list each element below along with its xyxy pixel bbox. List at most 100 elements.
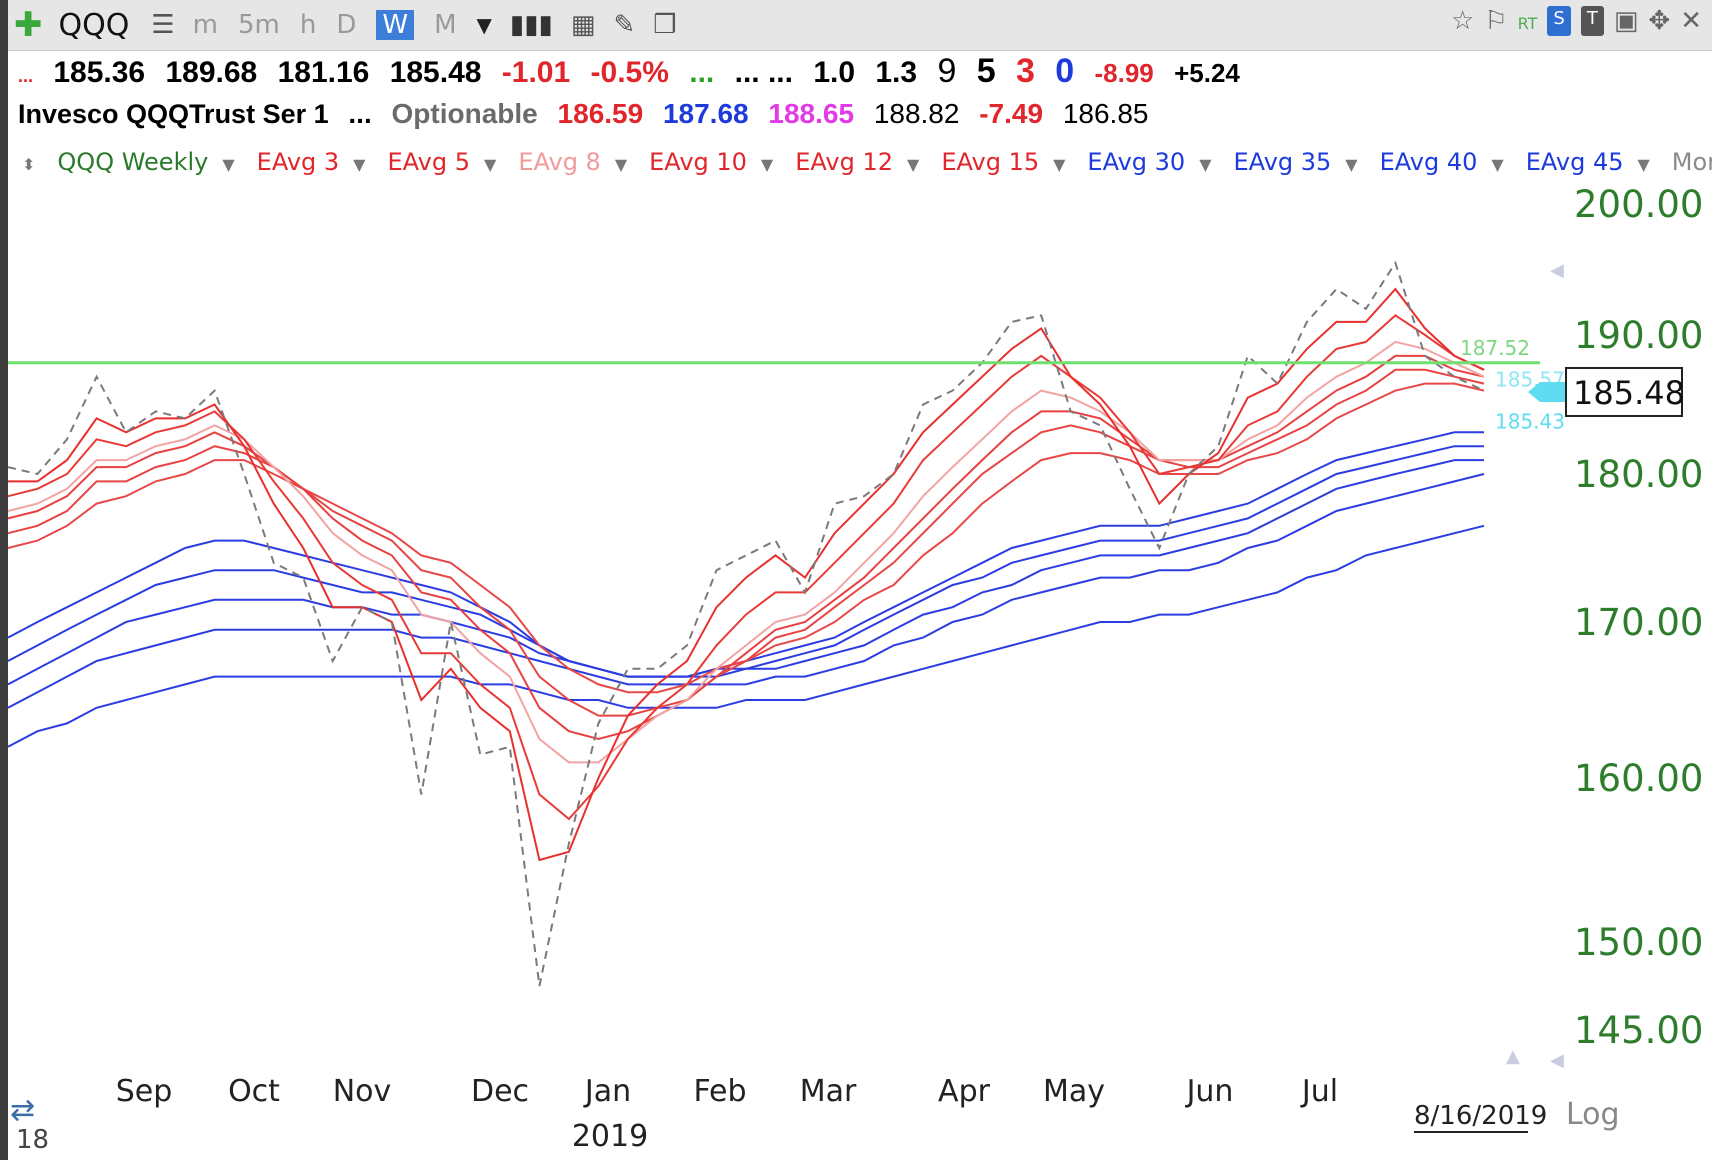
y-tick-label: 190.00 <box>1574 314 1703 357</box>
y-tick-label: 150.00 <box>1574 921 1703 964</box>
legend-dropdown-icon[interactable]: ▼ <box>1491 155 1504 174</box>
x-tick-label: May <box>1043 1074 1105 1109</box>
close-icon[interactable]: ✕ <box>1680 6 1702 36</box>
last-price-label: 185.48 <box>1573 374 1685 412</box>
y-tick-label: 145.00 <box>1574 1009 1703 1052</box>
scroll-left-icon[interactable]: ◀ <box>1550 1050 1564 1071</box>
info-v4: 188.82 <box>873 98 960 129</box>
x-tick-label: Jan <box>583 1074 631 1109</box>
toolbar-right: ☆ ⚐ RT S T ▣ ✥ ✕ <box>1451 6 1702 36</box>
note-icon[interactable]: ❒ <box>653 10 677 40</box>
legend-eavg35[interactable]: EAvg 35 <box>1233 148 1332 176</box>
ma-line-eavg-10 <box>7 354 1485 741</box>
x-tick-label: Mar <box>800 1074 857 1109</box>
timeframe-mo[interactable]: M <box>434 10 457 40</box>
scroll-up-icon[interactable]: ▲ <box>1506 1046 1520 1067</box>
quote-change-pct: -0.5% <box>590 56 669 89</box>
legend-eavg8[interactable]: EAvg 8 <box>518 148 601 176</box>
legend-eavg45[interactable]: EAvg 45 <box>1525 148 1624 176</box>
collapse-icon[interactable]: ◀ <box>1550 260 1564 281</box>
legend-eavg15[interactable]: EAvg 15 <box>941 148 1040 176</box>
legend-dropdown-icon[interactable]: ▼ <box>484 155 497 174</box>
x-tick-label: Apr <box>938 1074 991 1109</box>
x-tick-label: Oct <box>228 1074 280 1109</box>
legend-dropdown-icon[interactable]: ▼ <box>1637 155 1650 174</box>
quote-change: -1.01 <box>501 56 571 89</box>
symbol-field[interactable]: QQQ <box>58 7 130 43</box>
legend-eavg30[interactable]: EAvg 30 <box>1087 148 1186 176</box>
price-marker-icon <box>1528 381 1566 402</box>
log-toggle[interactable]: Log <box>1566 1097 1620 1132</box>
legend-dropdown-icon[interactable]: ▼ <box>222 155 235 174</box>
dropdown-icon[interactable]: ▼ <box>476 13 492 37</box>
realtime-label[interactable]: RT <box>1517 14 1538 33</box>
table-icon[interactable]: ▦ <box>570 10 596 40</box>
timeframe-5m[interactable]: 5m <box>237 10 280 40</box>
x-tick-label: Nov <box>333 1074 392 1109</box>
bar-chart-icon[interactable]: ▮▮▮ <box>509 10 553 40</box>
y-axis: 145.00 150.00 160.00 170.00 180.00 190.00 200.… <box>1574 183 1703 1052</box>
flag-icon[interactable]: ⚐ <box>1484 6 1508 36</box>
info-v6: 186.85 <box>1062 98 1149 129</box>
refresh-icon[interactable]: ⇄ <box>10 1093 35 1128</box>
y-tick-label: 160.00 <box>1574 757 1703 800</box>
legend-eavg10[interactable]: EAvg 10 <box>649 148 747 176</box>
moving-average-lines <box>7 287 1485 862</box>
legend-dropdown-icon[interactable]: ▼ <box>614 155 628 174</box>
x-axis: Sep Oct Nov Dec Jan Feb Mar Apr May Jun Jul <box>116 1074 1338 1109</box>
timeframe-m[interactable]: m <box>192 10 218 40</box>
legend-dropdown-icon[interactable]: ▼ <box>907 155 920 174</box>
last-price-box <box>1565 366 1683 417</box>
y-tick-label: 170.00 <box>1574 601 1703 644</box>
t-button[interactable]: T <box>1580 6 1604 36</box>
legend-eavg40[interactable]: EAvg 40 <box>1379 148 1478 176</box>
legend-dropdown-icon[interactable]: ▼ <box>1053 155 1066 174</box>
legend-dropdown-icon[interactable]: ▼ <box>760 155 774 174</box>
legend-dropdown-icon[interactable]: ▼ <box>1199 155 1212 174</box>
legend-main[interactable]: QQQ Weekly <box>57 148 209 176</box>
legend-more[interactable]: More <box>1671 148 1712 176</box>
timeframe-h[interactable]: h <box>299 10 317 40</box>
optionable-label: Optionable <box>391 98 538 129</box>
quote-val1: 1.0 <box>813 56 856 89</box>
info-v2: 187.68 <box>662 98 749 129</box>
timeframe-d[interactable]: D <box>336 10 357 40</box>
legend-eavg5[interactable]: EAvg 5 <box>387 148 470 176</box>
quote-neg: -8.99 <box>1094 58 1154 88</box>
legend-dropdown-icon[interactable]: ▼ <box>353 155 366 174</box>
indicator-legend: ⬍ QQQ Weekly ▼ EAvg 3 ▼ EAvg 5 ▼ EAvg 8 ▼ EAvg 10… <box>22 148 1712 176</box>
x-tick-label: Feb <box>693 1074 746 1109</box>
ma-line-eavg-5 <box>7 314 1485 821</box>
add-icon[interactable]: ✚ <box>14 5 43 45</box>
quote-row: ... 185.36 189.68 181.16 185.48 -1.01 -0… <box>18 52 1252 91</box>
save-icon[interactable]: ▣ <box>1613 6 1639 36</box>
quote-open: 185.36 <box>53 56 146 89</box>
timeframe-w[interactable]: W <box>376 10 415 40</box>
move-icon[interactable]: ✥ <box>1648 6 1671 36</box>
pencil-icon[interactable]: ✎ <box>613 10 636 40</box>
info-v1: 186.59 <box>557 98 644 129</box>
quote-dots-green: ... <box>689 56 715 89</box>
year-label: 2019 <box>572 1119 648 1154</box>
legend-eavg3[interactable]: EAvg 3 <box>256 148 340 176</box>
quote-count5: 5 <box>976 52 996 90</box>
legend-eavg12[interactable]: EAvg 12 <box>795 148 894 176</box>
y-tick-label: 180.00 <box>1574 453 1703 496</box>
legend-dropdown-icon[interactable]: ▼ <box>1345 155 1358 174</box>
ma-line-eavg-3 <box>8 287 1485 862</box>
info-dots: ... <box>348 98 372 129</box>
quote-pos: +5.24 <box>1174 58 1240 88</box>
list-icon[interactable]: ☰ <box>151 10 175 40</box>
window-left-edge <box>0 0 8 1160</box>
star-icon[interactable]: ☆ <box>1451 6 1475 36</box>
ma-line-eavg-30 <box>7 431 1484 678</box>
price-line <box>7 260 1485 987</box>
quote-dots: ... <box>18 66 34 86</box>
quote-high: 189.68 <box>165 56 258 89</box>
legend-handle-icon[interactable]: ⬍ <box>22 155 36 174</box>
quote-count0: 0 <box>1055 52 1075 90</box>
ma-line-eavg-50 <box>7 524 1485 748</box>
s-button[interactable]: S <box>1547 6 1571 36</box>
